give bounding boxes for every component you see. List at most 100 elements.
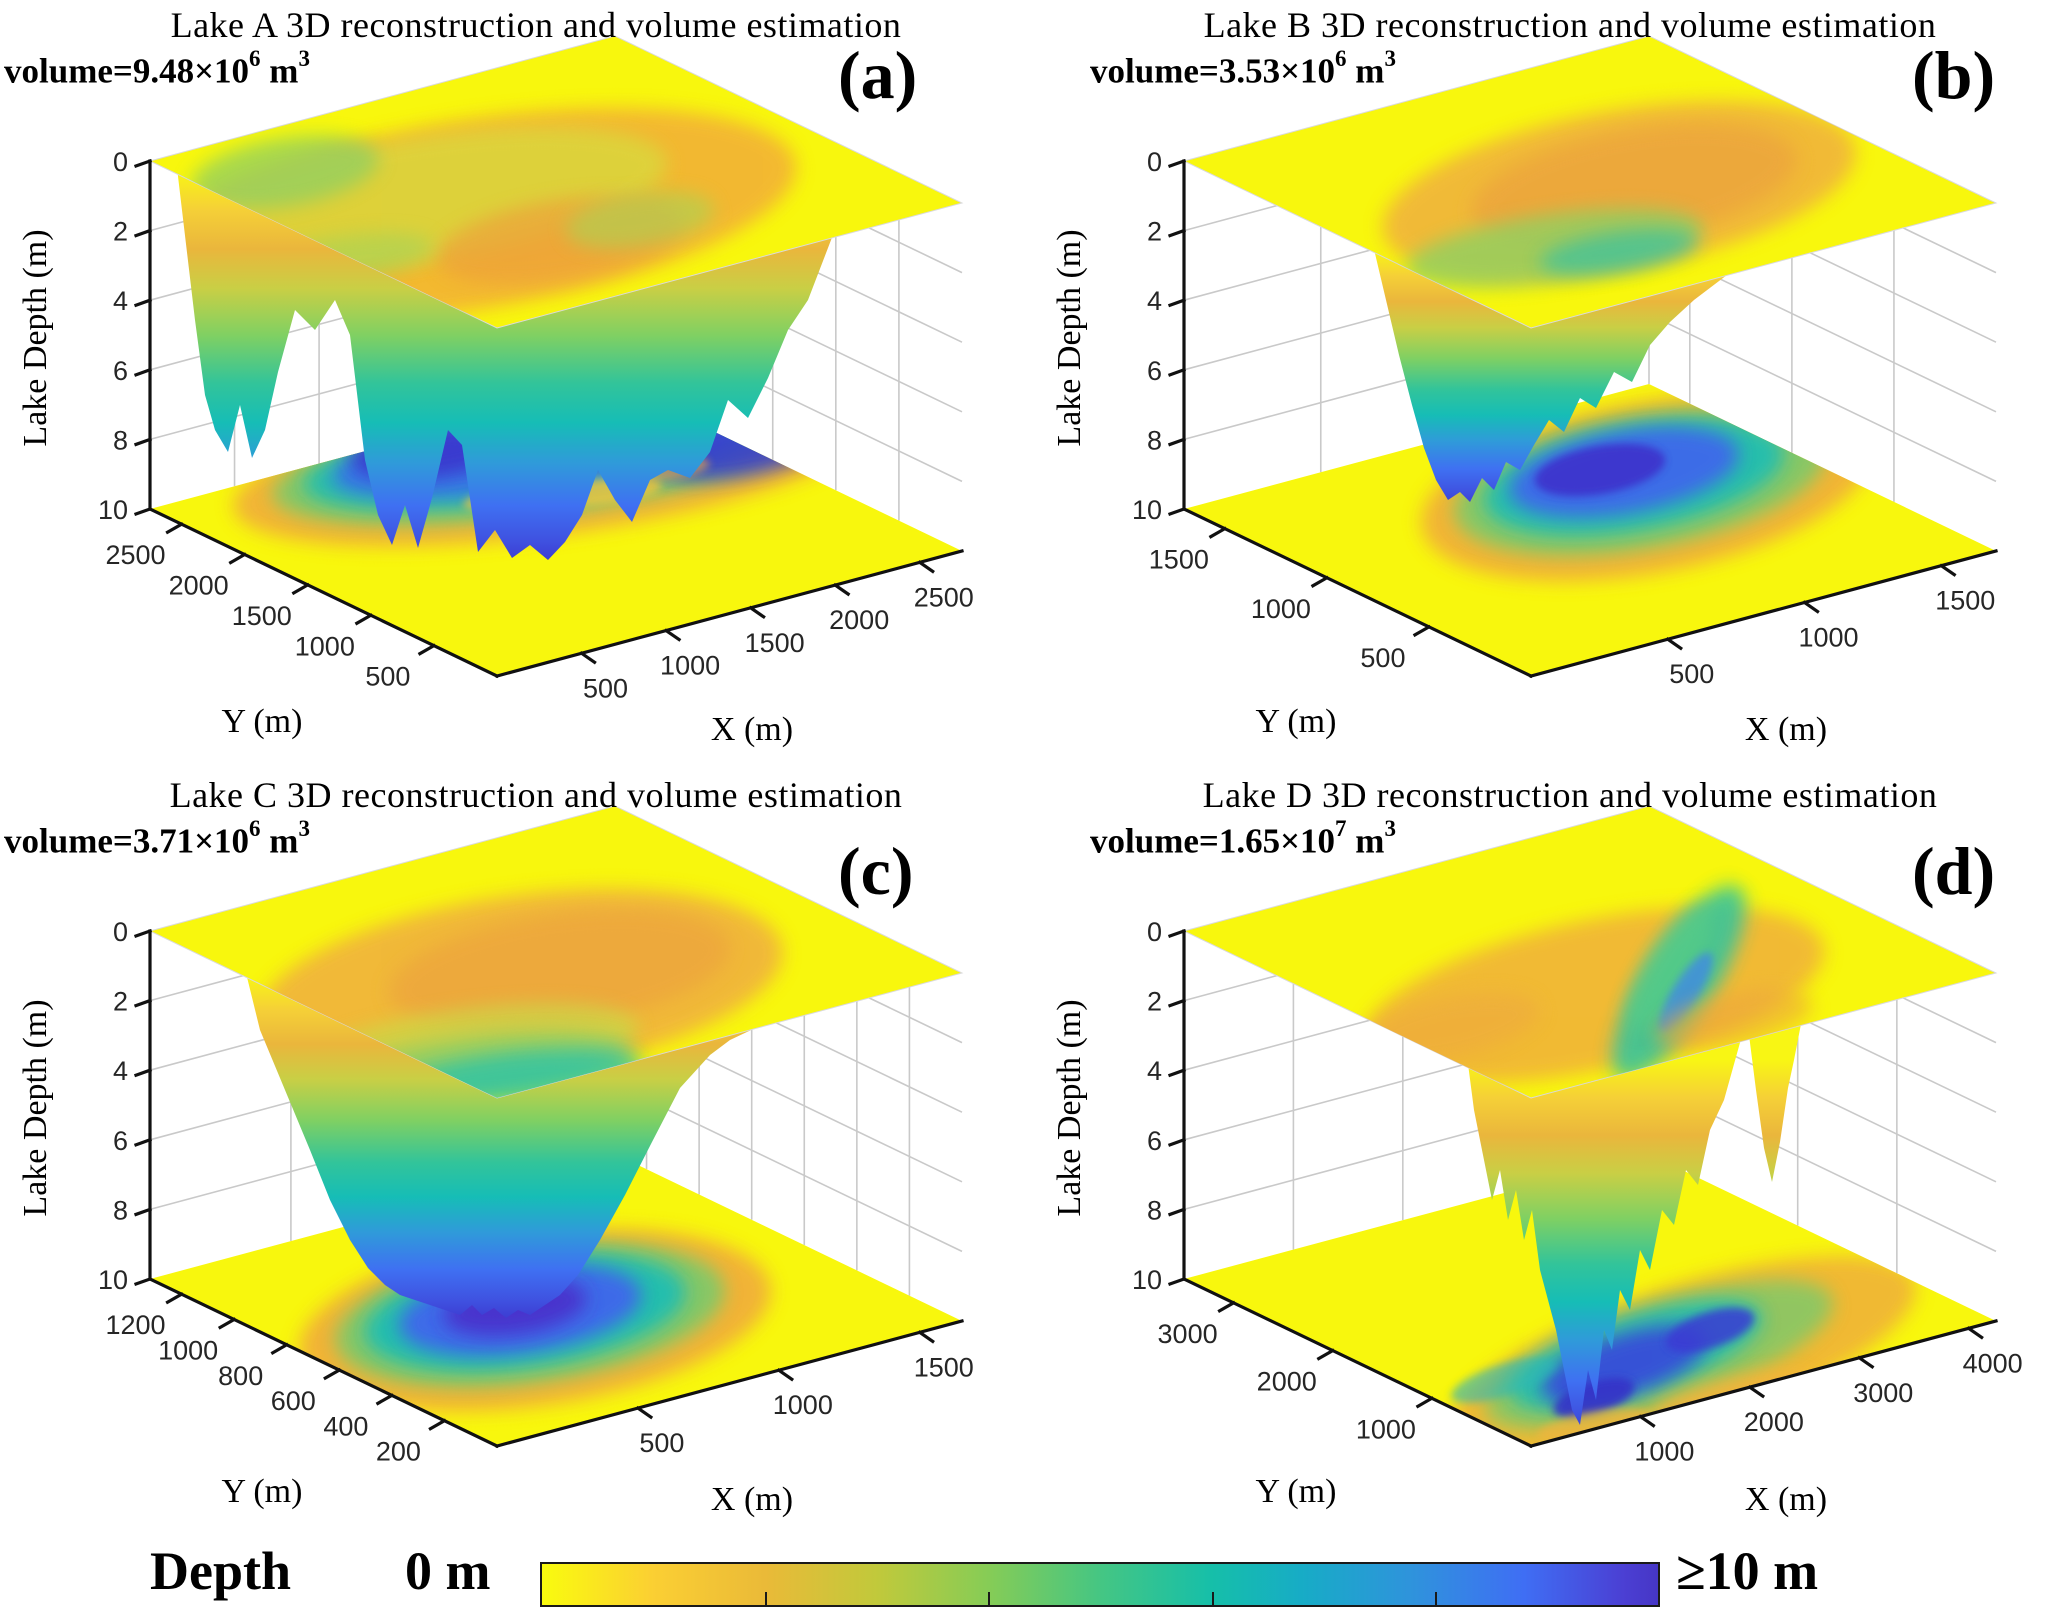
z-tick	[1167, 506, 1187, 517]
y-axis-label: Y (m)	[1256, 1473, 1337, 1510]
z-tick-label: 10	[98, 495, 128, 525]
z-tick	[133, 1207, 153, 1217]
z-tick-label: 4	[113, 1056, 128, 1086]
axis-titles: Y (m) X (m) Lake Depth (m)	[1051, 229, 1827, 748]
z-tick-label: 0	[1147, 917, 1162, 947]
y-tick	[165, 1291, 184, 1305]
z-tick-label: 2	[113, 217, 128, 247]
panel-d: 0 2 4 6 8 10 3000 2000 1000 1000 2000 3000 4000 Y (m)…	[1034, 770, 2067, 1540]
y-tick-label: 1000	[158, 1335, 218, 1365]
z-tick-label: 6	[1147, 356, 1162, 386]
z-tick	[1167, 1068, 1187, 1078]
scene-3d-lake-b: 0 2 4 6 8 10 1500 1000 500 500 1000 1500 Y (m) X (m) L…	[1051, 35, 1998, 748]
x-tick	[1939, 563, 1957, 577]
z-tick	[1167, 437, 1187, 447]
x-tick-label: 2500	[914, 582, 974, 612]
z-tick	[133, 228, 153, 238]
panel-letter: (a)	[838, 37, 918, 113]
z-tick-label: 2	[1147, 217, 1162, 247]
y-tick-label: 1500	[1149, 545, 1209, 575]
z-tick-label: 10	[98, 1265, 128, 1295]
lake-curtain-surface	[1468, 1041, 1741, 1425]
x-tick	[1966, 1326, 1984, 1340]
z-axis-label: Lake Depth (m)	[17, 229, 54, 446]
y-tick	[165, 521, 184, 535]
y-tick-label: 1000	[1356, 1414, 1416, 1444]
x-tick-label: 500	[1669, 659, 1714, 689]
z-tick	[1167, 928, 1187, 939]
surface-rim-blobs	[1358, 885, 1825, 1084]
z-tick-label: 2	[113, 987, 128, 1017]
x-tick-label: 1500	[1935, 586, 1995, 616]
z-tick	[1167, 1137, 1187, 1147]
x-tick-label: 1000	[773, 1390, 833, 1420]
y-axis-label: Y (m)	[222, 703, 303, 740]
volume-exponent: 6	[249, 816, 261, 841]
z-tick	[133, 998, 153, 1008]
y-tick	[1217, 1300, 1236, 1314]
x-axis-label: X (m)	[711, 711, 793, 748]
colorbar-tick	[1211, 1592, 1214, 1605]
z-tick	[133, 158, 153, 169]
colorbar-tick	[1434, 1592, 1437, 1605]
x-tick	[917, 1330, 935, 1344]
z-tick	[133, 1068, 153, 1078]
y-tick-label: 1000	[1251, 594, 1311, 624]
z-tick-label: 6	[1147, 1126, 1162, 1156]
y-tick-label: 1500	[232, 601, 292, 631]
volume-annotation: volume=1.65×107 m3	[1090, 816, 1396, 862]
x-tick-label: 1000	[1798, 622, 1858, 652]
z-tick-label: 4	[1147, 1056, 1162, 1086]
x-tick	[1857, 1355, 1875, 1369]
z-tick	[1167, 1207, 1187, 1217]
x-tick	[635, 1405, 654, 1420]
y-axis-label: Y (m)	[222, 1473, 303, 1510]
volume-unit: m	[260, 51, 299, 91]
x-tick	[1665, 637, 1683, 651]
y-tick-label: 1000	[295, 631, 355, 661]
y-tick	[1412, 624, 1432, 638]
y-tick	[323, 1367, 342, 1381]
axes	[133, 158, 964, 679]
y-axis-line	[147, 1276, 500, 1449]
volume-exponent: 6	[249, 46, 261, 71]
y-tick	[1316, 1348, 1335, 1361]
panel-title: Lake C 3D reconstruction and volume esti…	[169, 775, 903, 815]
volume-annotation: volume=3.53×106 m3	[1090, 46, 1396, 92]
y-tick-label: 600	[271, 1386, 316, 1416]
z-tick-label: 6	[113, 356, 128, 386]
volume-text: volume=1.65×10	[1090, 821, 1336, 861]
panel-title: Lake B 3D reconstruction and volume esti…	[1203, 5, 1937, 45]
volume-exponent: 7	[1335, 816, 1347, 841]
surface-rim-blob	[1659, 952, 1713, 1032]
depth-map-blob	[1536, 1408, 1652, 1442]
z-tick-label: 2	[1147, 987, 1162, 1017]
x-tick	[917, 560, 935, 574]
z-tick	[133, 928, 153, 939]
colorbar-min-label: 0 m	[405, 1541, 491, 1601]
y-tick-label: 2000	[169, 571, 229, 601]
x-axis-label: X (m)	[711, 1481, 793, 1518]
volume-annotation: volume=9.48×106 m3	[4, 46, 310, 92]
y-axis-line	[147, 506, 500, 679]
tick-labels: 0 2 4 6 8 10 1500 1000 500 500 1000 1500	[1132, 147, 1995, 689]
x-tick	[579, 651, 597, 665]
y-tick	[1208, 526, 1228, 539]
z-tick	[133, 1276, 153, 1287]
y-tick	[228, 552, 247, 565]
x-axis-label: X (m)	[1745, 1481, 1827, 1518]
surface-rim-blob	[191, 135, 379, 209]
scene-3d-lake-d: 0 2 4 6 8 10 3000 2000 1000 1000 2000 3000 4000 Y (m)…	[1051, 805, 2023, 1518]
axes	[1167, 928, 1998, 1449]
axis-titles: Y (m) X (m) Lake Depth (m)	[1051, 999, 1827, 1518]
x-tick	[1747, 1384, 1766, 1399]
y-tick-label: 2500	[106, 540, 166, 570]
y-axis-line	[1181, 506, 1534, 679]
y-tick	[270, 1342, 289, 1355]
z-axis-label: Lake Depth (m)	[1051, 229, 1088, 446]
z-tick	[133, 298, 153, 308]
axes	[1167, 158, 1998, 679]
y-tick	[291, 582, 310, 596]
y-tick-label: 500	[365, 662, 410, 692]
